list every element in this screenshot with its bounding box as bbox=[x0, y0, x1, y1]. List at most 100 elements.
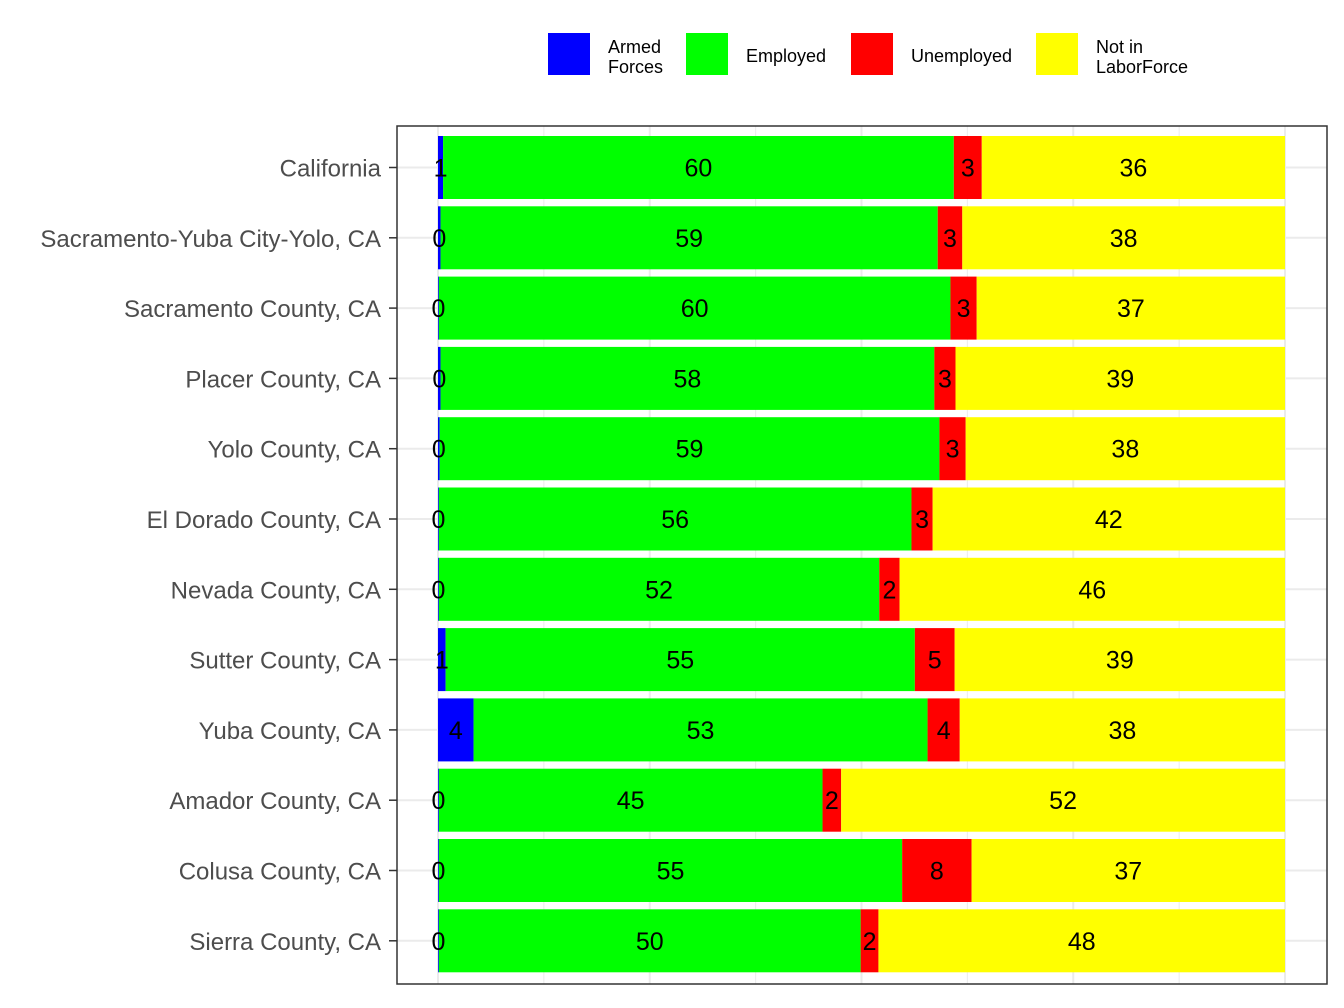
bar-segment-employed bbox=[443, 136, 954, 199]
y-tick-label: Sacramento County, CA bbox=[124, 296, 381, 323]
bar-row bbox=[438, 206, 1285, 270]
bar-segment-unemployed bbox=[914, 628, 955, 692]
bar-label-nilf: 38 bbox=[1110, 225, 1138, 253]
bar-label-nilf: 38 bbox=[1111, 436, 1139, 464]
y-tick-label: Sacramento-Yuba City-Yolo, CA bbox=[40, 226, 381, 253]
bar-label-employed: 60 bbox=[685, 155, 713, 183]
bar-label-nilf: 39 bbox=[1106, 365, 1134, 393]
bar-segment-armed bbox=[438, 136, 444, 199]
bar-segment-nilf bbox=[959, 698, 1285, 762]
bar-label-armed: 0 bbox=[431, 928, 445, 956]
bar-label-employed: 53 bbox=[687, 717, 715, 745]
bar-label-nilf: 52 bbox=[1049, 787, 1077, 815]
bar-label-unemployed: 2 bbox=[863, 928, 877, 956]
bar-label-nilf: 46 bbox=[1078, 576, 1106, 604]
bar-label-armed: 0 bbox=[431, 576, 445, 604]
bar-segment-employed bbox=[473, 698, 928, 762]
bar-row bbox=[438, 698, 1285, 762]
bar-label-employed: 50 bbox=[636, 928, 664, 956]
bar-segment-nilf bbox=[965, 417, 1285, 481]
bar-segment-nilf bbox=[932, 487, 1285, 551]
bar-label-armed: 0 bbox=[431, 858, 445, 886]
legend-label: Not in LaborForce bbox=[1096, 37, 1188, 77]
bar-label-nilf: 42 bbox=[1095, 506, 1123, 534]
legend-swatch bbox=[686, 33, 728, 75]
bar-segment-employed bbox=[438, 909, 861, 973]
bar-row bbox=[438, 768, 1285, 832]
bar-label-armed: 1 bbox=[435, 647, 449, 675]
bar-label-nilf: 39 bbox=[1106, 647, 1134, 675]
bar-label-nilf: 38 bbox=[1108, 717, 1136, 745]
bar-segment-unemployed bbox=[950, 276, 977, 340]
bar-segment-armed bbox=[438, 909, 439, 973]
bar-label-employed: 45 bbox=[617, 787, 645, 815]
bar-segment-nilf bbox=[971, 839, 1285, 902]
bar-segment-nilf bbox=[955, 346, 1285, 410]
bar-segment-nilf bbox=[841, 768, 1285, 832]
bar-label-unemployed: 2 bbox=[882, 576, 896, 604]
bar-label-employed: 59 bbox=[675, 225, 703, 253]
bar-segment-nilf bbox=[976, 276, 1285, 340]
bar-segment-nilf bbox=[899, 557, 1285, 621]
bar-label-armed: 0 bbox=[431, 506, 445, 534]
bar-label-armed: 0 bbox=[431, 787, 445, 815]
bar-label-employed: 56 bbox=[661, 506, 689, 534]
bar-row bbox=[438, 346, 1285, 410]
bar-label-nilf: 48 bbox=[1068, 928, 1096, 956]
bar-label-unemployed: 3 bbox=[943, 225, 957, 253]
bar-segment-employed bbox=[440, 346, 935, 410]
y-tick-label: California bbox=[280, 156, 382, 183]
bar-row bbox=[438, 276, 1285, 340]
bar-segment-unemployed bbox=[902, 839, 972, 902]
bar-segment-armed bbox=[438, 487, 439, 551]
bar-label-unemployed: 3 bbox=[938, 365, 952, 393]
legend-label: Unemployed bbox=[911, 46, 1012, 66]
bar-label-unemployed: 3 bbox=[915, 506, 929, 534]
bars bbox=[438, 136, 1285, 973]
bar-segment-employed bbox=[438, 557, 880, 621]
bar-segment-armed bbox=[438, 417, 440, 481]
bar-row bbox=[438, 628, 1285, 692]
bar-label-armed: 0 bbox=[432, 225, 446, 253]
bar-label-employed: 52 bbox=[645, 576, 673, 604]
legend-swatch bbox=[1036, 33, 1078, 75]
legend-item-nilf: Not in LaborForce bbox=[1036, 33, 1188, 77]
y-tick-label: Sierra County, CA bbox=[189, 929, 381, 956]
legend-label: Employed bbox=[746, 46, 826, 66]
bar-segment-unemployed bbox=[953, 136, 982, 199]
panel-border bbox=[396, 125, 1328, 985]
bar-segment-employed bbox=[438, 487, 912, 551]
bar-label-unemployed: 3 bbox=[946, 436, 960, 464]
bar-row bbox=[438, 557, 1285, 621]
y-tick-label: Placer County, CA bbox=[185, 366, 381, 393]
bar-label-unemployed: 2 bbox=[825, 787, 839, 815]
bar-label-nilf: 36 bbox=[1119, 155, 1147, 183]
bar-row bbox=[438, 839, 1285, 902]
bar-segment-armed bbox=[438, 557, 439, 621]
bar-segment-armed bbox=[438, 768, 439, 832]
bar-label-unemployed: 4 bbox=[937, 717, 951, 745]
bar-segment-employed bbox=[438, 839, 903, 902]
legend-swatch bbox=[548, 33, 590, 75]
y-tick-label: Colusa County, CA bbox=[179, 859, 381, 886]
bar-row bbox=[438, 136, 1285, 199]
bar-label-armed: 0 bbox=[432, 436, 446, 464]
bar-label-employed: 55 bbox=[666, 647, 694, 675]
bar-segment-armed bbox=[438, 839, 439, 902]
bar-segment-armed bbox=[438, 206, 441, 270]
bar-label-unemployed: 8 bbox=[930, 858, 944, 886]
legend-swatch bbox=[851, 33, 893, 75]
bar-label-nilf: 37 bbox=[1114, 858, 1142, 886]
y-tick-label: Yolo County, CA bbox=[208, 437, 381, 464]
bar-row bbox=[438, 487, 1285, 551]
y-tick-label: Nevada County, CA bbox=[171, 577, 381, 604]
legend-item-employed: Employed bbox=[686, 33, 826, 75]
bar-label-armed: 1 bbox=[434, 155, 448, 183]
bar-segment-employed bbox=[438, 768, 823, 832]
bar-segment-armed bbox=[438, 628, 446, 692]
bar-segment-unemployed bbox=[860, 909, 879, 973]
bar-segment-unemployed bbox=[939, 417, 966, 481]
bar-segment-unemployed bbox=[934, 346, 956, 410]
bar-label-employed: 59 bbox=[676, 436, 704, 464]
